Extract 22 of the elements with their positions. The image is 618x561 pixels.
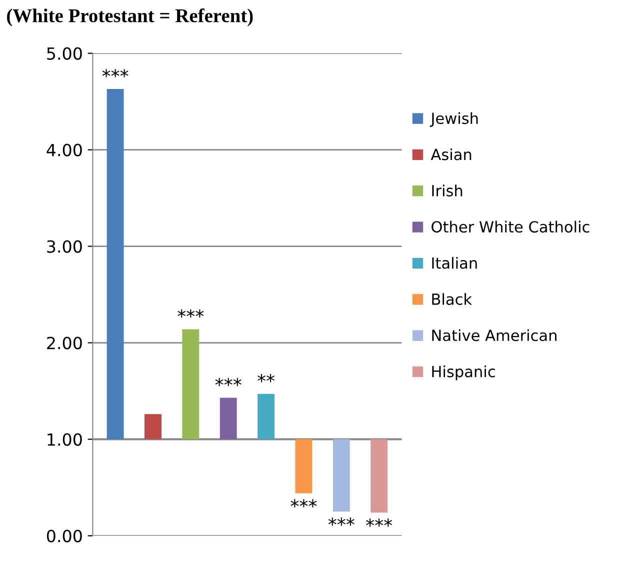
legend-label: Other White Catholic xyxy=(432,220,590,233)
y-tick-label: 3.00 xyxy=(47,240,82,253)
data-label: *** xyxy=(178,309,204,318)
legend-label: Hispanic xyxy=(432,366,495,380)
legend-label: Jewish xyxy=(430,112,478,127)
data-label: *** xyxy=(215,378,242,386)
data-label: *** xyxy=(366,518,392,527)
data-label: *** xyxy=(102,69,128,78)
legend-label: Asian xyxy=(430,148,472,160)
data-label: ** xyxy=(258,374,275,382)
legend-label: Native American xyxy=(432,329,556,342)
legend-label: Black xyxy=(432,293,472,305)
legend-label: Irish xyxy=(432,184,462,196)
y-tick-label: 0.00 xyxy=(46,530,82,542)
data-label: *** xyxy=(328,518,354,526)
y-tick-label: 2.00 xyxy=(47,336,82,350)
chart-title: (White Protestant = Referent) xyxy=(7,8,253,26)
legend-label: Italian xyxy=(432,256,477,269)
y-tick-label: 5.00 xyxy=(47,47,82,60)
data-label: *** xyxy=(290,499,317,508)
y-tick-label: 4.00 xyxy=(46,144,82,156)
y-tick-label: 1.00 xyxy=(48,433,82,446)
